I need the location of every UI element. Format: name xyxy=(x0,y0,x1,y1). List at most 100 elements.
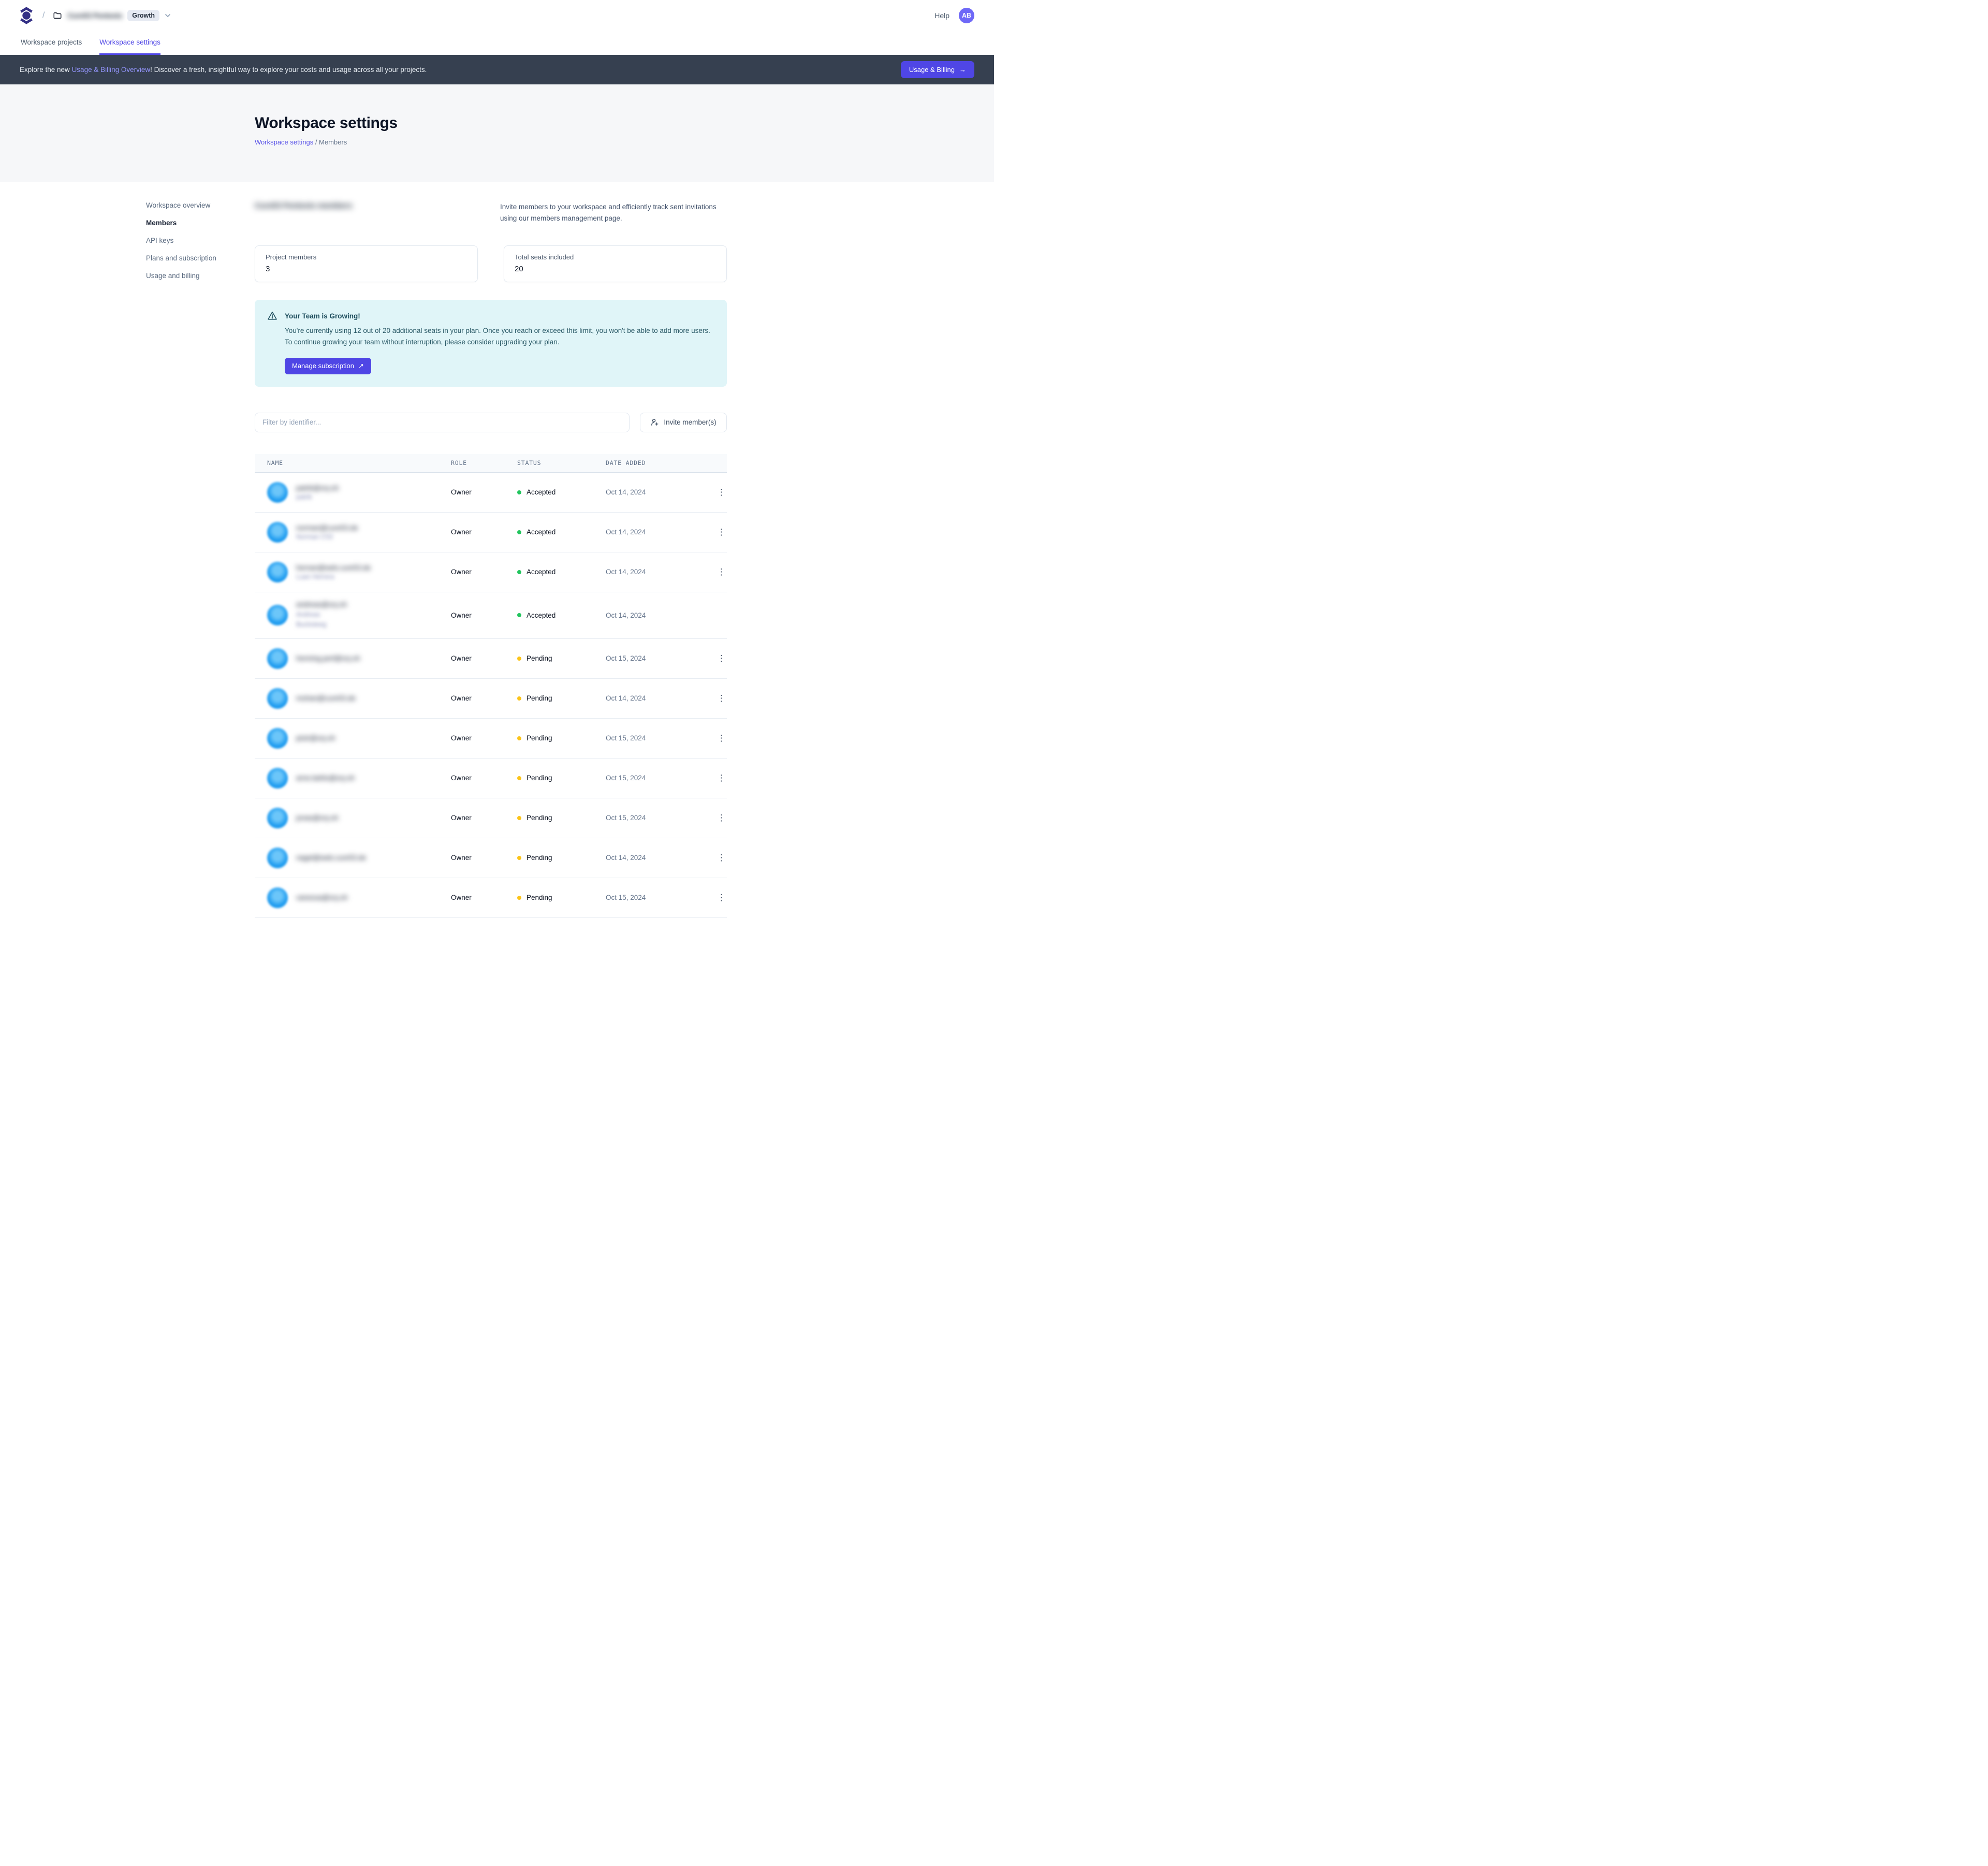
arrow-up-right-icon: ↗ xyxy=(358,361,364,370)
member-status: Pending xyxy=(517,814,606,822)
filter-input[interactable] xyxy=(255,412,630,432)
member-email: hernan@web.cure53.de xyxy=(296,563,371,572)
member-name-cell: patrik@ory.sh patrik xyxy=(267,482,451,503)
member-role: Owner xyxy=(451,528,472,536)
member-name-cell: jonas@ory.sh xyxy=(267,807,451,828)
top-bar: / Cure53 Pentests Growth Help AB xyxy=(0,0,994,31)
member-name-cell: arne.bahlo@ory.sh xyxy=(267,767,451,789)
column-status: STATUS xyxy=(517,459,542,467)
sidebar-item-plans-subscription[interactable]: Plans and subscription xyxy=(146,254,216,262)
sidebar-item-members[interactable]: Members xyxy=(146,219,177,227)
total-seats-label: Total seats included xyxy=(515,253,574,261)
stat-cards: Project members 3 Total seats included 2… xyxy=(255,245,727,283)
kebab-menu-icon[interactable]: ⋮ xyxy=(717,853,726,863)
project-members-value: 3 xyxy=(266,265,270,274)
status-label: Accepted xyxy=(527,528,556,536)
kebab-menu-icon[interactable]: ⋮ xyxy=(717,733,726,744)
status-label: Pending xyxy=(527,774,552,782)
member-date-added: Oct 15, 2024 xyxy=(606,814,646,822)
member-date-added: Oct 14, 2024 xyxy=(606,694,646,703)
chevron-down-icon[interactable] xyxy=(164,11,172,20)
kebab-menu-icon[interactable]: ⋮ xyxy=(717,527,726,537)
breadcrumb-separator: / xyxy=(313,138,319,146)
status-dot xyxy=(517,570,521,574)
arrow-right-icon: → xyxy=(959,66,966,74)
member-menu-cell: ⋮ xyxy=(714,652,729,665)
member-role: Owner xyxy=(451,774,472,782)
status-dot xyxy=(517,895,521,900)
member-email: nagel@web.cure53.de xyxy=(296,854,367,862)
member-date-added: Oct 14, 2024 xyxy=(606,854,646,862)
app-logo-icon[interactable] xyxy=(20,7,33,24)
status-dot xyxy=(517,530,521,534)
members-description: Invite members to your workspace and eff… xyxy=(500,203,717,222)
member-status: Accepted xyxy=(517,488,606,496)
status-label: Pending xyxy=(527,894,552,902)
member-avatar xyxy=(267,648,288,669)
banner-text-before: Explore the new xyxy=(20,66,72,74)
kebab-menu-icon[interactable]: ⋮ xyxy=(717,813,726,823)
member-role: Owner xyxy=(451,854,472,862)
kebab-menu-icon[interactable]: ⋮ xyxy=(717,893,726,903)
member-date-added: Oct 14, 2024 xyxy=(606,568,646,576)
banner-text-after: ! Discover a fresh, insightful way to ex… xyxy=(150,66,427,74)
tab-workspace-projects[interactable]: Workspace projects xyxy=(21,38,82,46)
member-avatar xyxy=(267,807,288,828)
plan-badge[interactable]: Growth xyxy=(127,10,160,21)
sidebar-item-api-keys[interactable]: API keys xyxy=(146,237,174,244)
table-row: piotr@ory.sh Owner Pending Oct 15, 2024 … xyxy=(255,719,727,759)
member-menu-cell: ⋮ xyxy=(714,692,729,705)
user-avatar[interactable]: AB xyxy=(959,8,974,23)
member-role: Owner xyxy=(451,814,472,822)
usage-billing-button[interactable]: Usage & Billing → xyxy=(900,61,974,78)
table-row: arne.bahlo@ory.sh Owner Pending Oct 15, … xyxy=(255,759,727,798)
member-avatar xyxy=(267,688,288,709)
members-header: Cure53 Pentests members Invite members t… xyxy=(255,201,727,224)
workspace-name[interactable]: Cure53 Pentests xyxy=(67,11,123,20)
breadcrumb-workspace-settings-link[interactable]: Workspace settings xyxy=(255,138,314,146)
member-display-name[interactable]: patrik xyxy=(296,493,312,501)
alert-body: You're currently using 12 out of 20 addi… xyxy=(285,327,710,346)
member-avatar xyxy=(267,767,288,789)
total-seats-card: Total seats included 20 xyxy=(504,245,727,283)
member-date-added: Oct 15, 2024 xyxy=(606,654,646,663)
member-email: patrik@ory.sh xyxy=(296,484,339,492)
table-row: norman@cure53.de Norman C53 Owner Accept… xyxy=(255,513,727,552)
tab-workspace-settings[interactable]: Workspace settings xyxy=(99,38,160,55)
settings-sidebar: Workspace overview Members API keys Plan… xyxy=(146,182,234,918)
member-menu-cell: ⋮ xyxy=(714,891,729,904)
kebab-menu-icon[interactable]: ⋮ xyxy=(717,693,726,704)
member-display-name[interactable]: Norman C53 xyxy=(296,533,333,541)
members-toolbar: Invite member(s) xyxy=(255,412,727,432)
help-link[interactable]: Help xyxy=(934,11,949,20)
sidebar-item-workspace-overview[interactable]: Workspace overview xyxy=(146,201,211,209)
member-status: Pending xyxy=(517,894,606,901)
member-menu-cell: ⋮ xyxy=(714,811,729,824)
manage-subscription-button[interactable]: Manage subscription ↗ xyxy=(285,357,371,374)
members-heading: Cure53 Pentests members xyxy=(255,201,353,210)
kebab-menu-icon[interactable]: ⋮ xyxy=(717,487,726,498)
member-name-cell: nagel@web.cure53.de xyxy=(267,847,451,868)
member-display-name[interactable]: Andreas Bucksteeg xyxy=(296,611,327,629)
members-table-body: patrik@ory.sh patrik Owner Accepted Oct … xyxy=(255,473,727,918)
member-email: mohan@cure53.de xyxy=(296,694,356,703)
team-growing-alert: Your Team is Growing! You're currently u… xyxy=(255,300,727,387)
member-name-cell: mohan@cure53.de xyxy=(267,688,451,709)
kebab-menu-icon[interactable]: ⋮ xyxy=(717,653,726,664)
members-table: NAME ROLE STATUS DATE ADDED patrik@ory.s… xyxy=(255,454,727,918)
kebab-menu-icon[interactable]: ⋮ xyxy=(717,773,726,783)
member-email: arne.bahlo@ory.sh xyxy=(296,774,355,782)
banner-usage-billing-link[interactable]: Usage & Billing Overview xyxy=(71,66,151,74)
member-date-added: Oct 14, 2024 xyxy=(606,488,646,497)
status-label: Pending xyxy=(527,654,552,663)
status-dot xyxy=(517,696,521,701)
member-display-name[interactable]: Luan Herrera xyxy=(296,573,334,580)
status-label: Pending xyxy=(527,694,552,703)
page-title: Workspace settings xyxy=(255,114,398,132)
invite-members-button[interactable]: Invite member(s) xyxy=(640,412,727,432)
member-date-added: Oct 14, 2024 xyxy=(606,528,646,536)
member-status: Accepted xyxy=(517,611,606,619)
sidebar-item-usage-billing[interactable]: Usage and billing xyxy=(146,272,200,280)
alert-title: Your Team is Growing! xyxy=(285,312,360,320)
kebab-menu-icon[interactable]: ⋮ xyxy=(717,567,726,577)
